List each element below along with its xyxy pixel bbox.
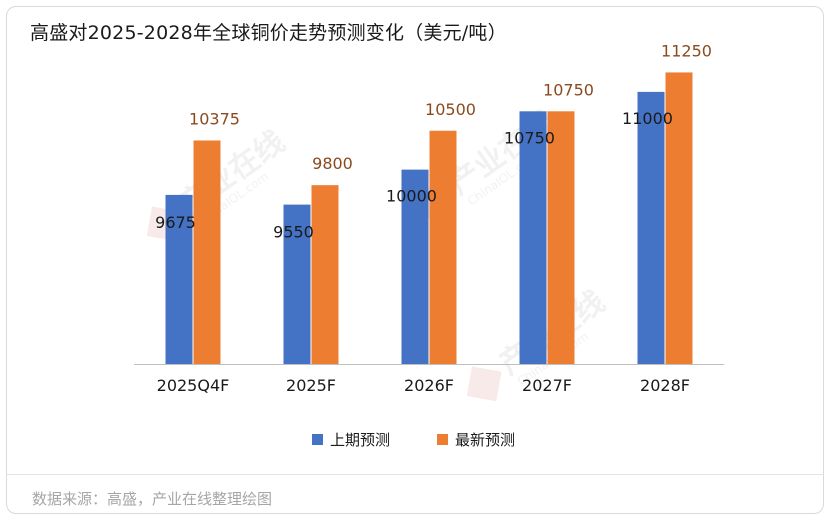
data-label-prev-2026F: 10000 (386, 187, 437, 206)
data-label-prev-2025F: 9550 (273, 223, 314, 242)
bar-prev-2028F (637, 91, 665, 364)
data-label-prev-2025Q4F: 9675 (155, 213, 196, 232)
bar-new-2028F (665, 72, 693, 364)
legend: 上期预测 最新预测 (312, 431, 515, 449)
bar-new-2025F (311, 185, 339, 364)
bars-layer (165, 72, 693, 364)
data-label-prev-2027F: 10750 (504, 128, 555, 147)
tick-label-2025Q4F: 2025Q4F (157, 376, 230, 395)
footer-divider (6, 474, 824, 475)
bar-prev-2025F (283, 204, 311, 364)
source-note: 数据来源：高盛，产业在线整理绘图 (32, 490, 273, 508)
data-label-new-2025F: 9800 (312, 154, 353, 173)
data-label-new-2028F: 11250 (661, 41, 712, 60)
legend-swatch-new (437, 434, 448, 445)
legend-label-prev: 上期预测 (330, 431, 390, 449)
bar-prev-2025Q4F (165, 194, 193, 364)
bar-prev-2026F (401, 169, 429, 364)
data-label-new-2025Q4F: 10375 (189, 109, 240, 128)
tick-label-2027F: 2027F (522, 376, 572, 395)
legend-label-new: 最新预测 (455, 431, 515, 449)
data-label-new-2027F: 10750 (543, 80, 594, 99)
bar-prev-2027F (519, 111, 547, 364)
bar-new-2026F (429, 130, 457, 364)
data-label-layer: 9675 10375 9550 9800 10000 10500 10750 10750 110… (155, 41, 712, 241)
data-label-prev-2028F: 11000 (622, 109, 673, 128)
chart-title: 高盛对2025-2028年全球铜价走势预测变化（美元/吨） (30, 22, 507, 44)
tick-label-2026F: 2026F (404, 376, 454, 395)
tick-layer: 2025Q4F 2025F 2026F 2027F 2028F (157, 376, 690, 395)
data-label-new-2026F: 10500 (425, 100, 476, 119)
legend-swatch-prev (312, 434, 323, 445)
watermark-logo-icon (466, 366, 502, 402)
bar-new-2025Q4F (193, 140, 221, 364)
tick-label-2025F: 2025F (286, 376, 336, 395)
tick-label-2028F: 2028F (640, 376, 690, 395)
bar-new-2027F (547, 111, 575, 364)
